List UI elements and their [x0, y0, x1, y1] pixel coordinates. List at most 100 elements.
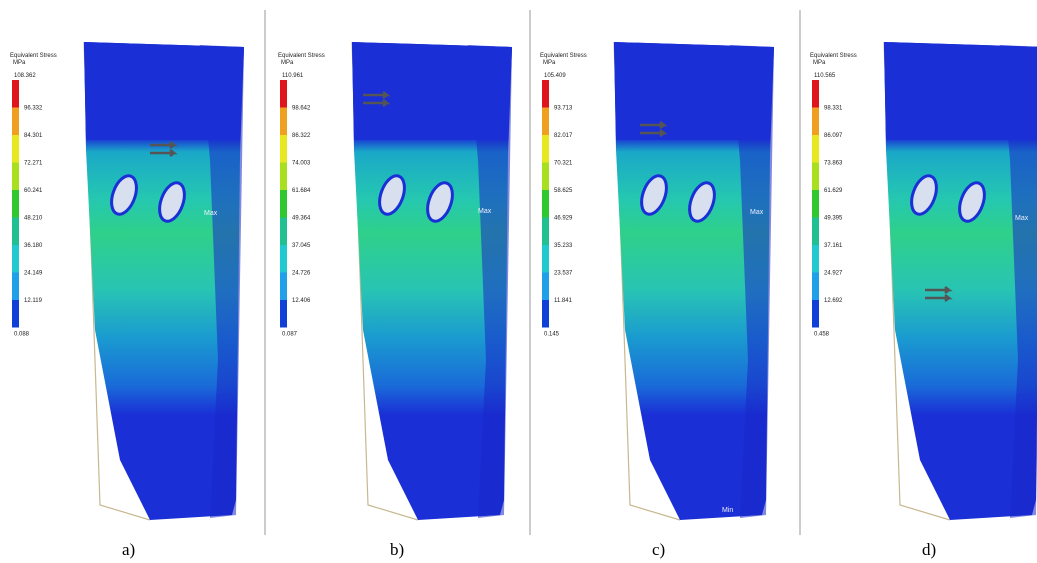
- legend-label: 0.088: [14, 332, 30, 338]
- legend-label: 110.565: [814, 73, 836, 79]
- legend-label: 82.017: [554, 133, 573, 139]
- legend-swatch: [542, 273, 549, 301]
- legend-label: 49.364: [292, 216, 311, 222]
- legend-label: 24.149: [24, 271, 43, 277]
- legend-unit: MPa: [281, 60, 294, 66]
- part-top: [84, 42, 244, 140]
- legend-title: Equivalent Stress: [810, 53, 857, 59]
- legend-swatch: [542, 190, 549, 218]
- legend-swatch: [812, 300, 819, 328]
- legend-swatch: [280, 163, 287, 191]
- legend-label: 24.927: [824, 271, 843, 277]
- legend-swatch: [542, 245, 549, 273]
- legend-swatch: [280, 80, 287, 108]
- legend-swatch: [280, 245, 287, 273]
- legend-swatch: [12, 273, 19, 301]
- legend-label: 105.409: [544, 73, 566, 79]
- legend-label: 84.301: [24, 133, 43, 139]
- legend-swatch: [12, 108, 19, 136]
- legend-label: 11.841: [554, 298, 573, 304]
- legend-label: 46.929: [554, 216, 573, 222]
- part-top: [884, 42, 1037, 140]
- legend-label: 86.097: [824, 133, 843, 139]
- max-label: Max: [478, 208, 492, 215]
- caption: c): [652, 540, 665, 559]
- legend-swatch: [280, 300, 287, 328]
- legend-swatch: [542, 80, 549, 108]
- legend-label: 48.210: [24, 216, 43, 222]
- legend-label: 86.322: [292, 133, 311, 139]
- legend-swatch: [542, 163, 549, 191]
- legend-title: Equivalent Stress: [540, 53, 587, 59]
- legend-swatch: [812, 273, 819, 301]
- legend-swatch: [280, 190, 287, 218]
- legend-label: 0.458: [814, 332, 830, 338]
- legend-label: 36.180: [24, 243, 43, 249]
- legend-swatch: [812, 245, 819, 273]
- legend-swatch: [812, 108, 819, 136]
- legend-swatch: [12, 218, 19, 246]
- legend-label: 35.233: [554, 243, 573, 249]
- caption: d): [922, 540, 936, 559]
- legend-label: 108.362: [14, 73, 36, 79]
- legend-unit: MPa: [543, 60, 556, 66]
- figure: MaxEquivalent StressMPa108.36296.33284.3…: [0, 0, 1037, 563]
- part-top: [614, 42, 774, 140]
- legend-swatch: [542, 218, 549, 246]
- legend-label: 93.713: [554, 106, 573, 112]
- legend-label: 12.119: [24, 298, 43, 304]
- legend-label: 74.003: [292, 161, 311, 167]
- legend-swatch: [280, 218, 287, 246]
- min-label: Min: [722, 507, 733, 514]
- legend-label: 98.642: [292, 106, 311, 112]
- legend-label: 49.395: [824, 216, 843, 222]
- legend-label: 37.045: [292, 243, 311, 249]
- legend-label: 70.321: [554, 161, 573, 167]
- legend-swatch: [280, 108, 287, 136]
- legend-label: 60.241: [24, 188, 43, 194]
- legend-unit: MPa: [13, 60, 26, 66]
- legend-label: 12.692: [824, 298, 843, 304]
- max-label: Max: [750, 209, 764, 216]
- legend-swatch: [280, 273, 287, 301]
- legend-label: 0.087: [282, 332, 298, 338]
- legend-title: Equivalent Stress: [10, 53, 57, 59]
- legend-swatch: [12, 163, 19, 191]
- max-label: Max: [1015, 215, 1029, 222]
- legend-swatch: [12, 190, 19, 218]
- legend-swatch: [12, 300, 19, 328]
- legend-label: 37.161: [824, 243, 843, 249]
- legend-label: 96.332: [24, 106, 43, 112]
- legend-label: 58.625: [554, 188, 573, 194]
- legend-swatch: [812, 218, 819, 246]
- legend-label: 72.271: [24, 161, 43, 167]
- legend-label: 98.331: [824, 106, 843, 112]
- legend-swatch: [542, 300, 549, 328]
- legend-swatch: [812, 135, 819, 163]
- legend-swatch: [12, 245, 19, 273]
- legend-label: 110.961: [282, 73, 304, 79]
- caption: b): [390, 540, 404, 559]
- legend-label: 61.629: [824, 188, 843, 194]
- legend-label: 61.684: [292, 188, 311, 194]
- legend-swatch: [542, 135, 549, 163]
- legend-label: 0.145: [544, 332, 560, 338]
- caption: a): [122, 540, 135, 559]
- legend-label: 24.726: [292, 271, 311, 277]
- legend-swatch: [12, 80, 19, 108]
- legend-swatch: [812, 80, 819, 108]
- legend-label: 73.863: [824, 161, 843, 167]
- legend-title: Equivalent Stress: [278, 53, 325, 59]
- legend-swatch: [280, 135, 287, 163]
- legend-swatch: [812, 190, 819, 218]
- legend-swatch: [812, 163, 819, 191]
- legend-swatch: [542, 108, 549, 136]
- legend-label: 23.537: [554, 271, 573, 277]
- legend-unit: MPa: [813, 60, 826, 66]
- part-top: [352, 42, 512, 140]
- legend-swatch: [12, 135, 19, 163]
